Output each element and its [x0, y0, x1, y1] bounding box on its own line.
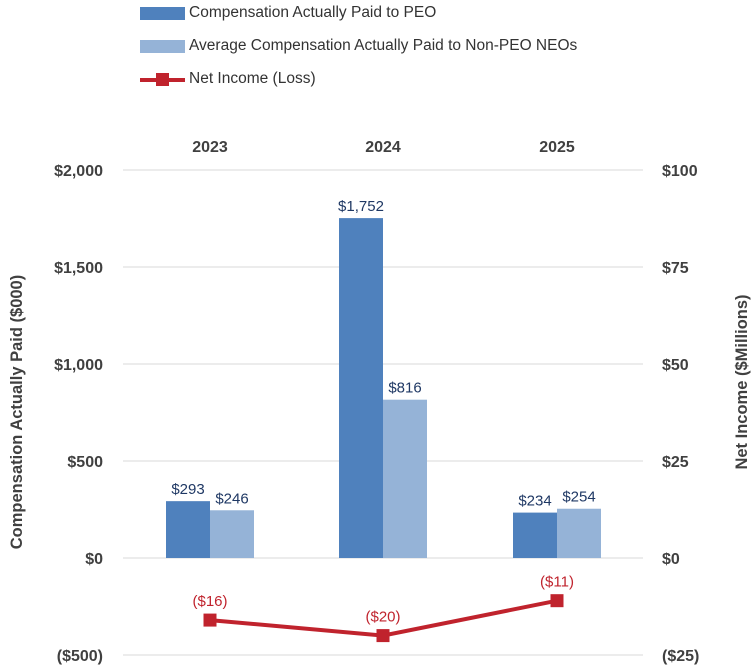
bar-data-label: $816 [388, 380, 421, 397]
net-income-marker [203, 613, 217, 627]
y2-tick-label: $25 [662, 454, 689, 471]
legend-label-net-income: Net Income (Loss) [189, 70, 316, 87]
legend-swatch-neo [140, 40, 185, 53]
net-income-data-label: ($20) [365, 609, 400, 626]
bar [383, 399, 427, 558]
bar [210, 510, 254, 558]
bar-data-label: $246 [215, 490, 248, 507]
bar [557, 508, 601, 558]
y2-axis-title: Net Income ($Millions) [733, 294, 751, 469]
y-tick-label: $1,500 [54, 260, 103, 277]
net-income-marker [550, 594, 564, 608]
legend-marker-net-income [156, 73, 169, 86]
y-tick-label: ($500) [57, 648, 103, 665]
y-tick-label: $0 [85, 551, 103, 568]
y2-tick-label: $100 [662, 163, 698, 180]
y2-tick-label: ($25) [662, 648, 699, 665]
x-tick-label: 2024 [365, 139, 401, 156]
legend-label-neo: Average Compensation Actually Paid to No… [189, 37, 578, 54]
x-tick-label: 2025 [539, 139, 575, 156]
bar-data-label: $293 [171, 481, 204, 498]
y-axis-title: Compensation Actually Paid ($000) [8, 275, 26, 549]
y-tick-label: $2,000 [54, 163, 103, 180]
y2-tick-label: $50 [662, 357, 689, 374]
bar-data-label: $234 [518, 493, 551, 510]
legend-label-peo: Compensation Actually Paid to PEO [189, 4, 437, 21]
bar-data-label: $1,752 [338, 198, 384, 215]
bar-data-label: $254 [562, 489, 595, 506]
legend-swatch-peo [140, 7, 185, 20]
net-income-data-label: ($11) [540, 574, 574, 591]
bar [513, 512, 557, 558]
y-tick-label: $1,000 [54, 357, 103, 374]
x-tick-label: 2023 [192, 139, 228, 156]
bar [339, 218, 383, 558]
net-income-data-label: ($16) [192, 593, 227, 610]
net-income-marker [376, 629, 390, 643]
y2-tick-label: $75 [662, 260, 689, 277]
bar [166, 501, 210, 558]
y2-tick-label: $0 [662, 551, 680, 568]
y-tick-label: $500 [67, 454, 103, 471]
